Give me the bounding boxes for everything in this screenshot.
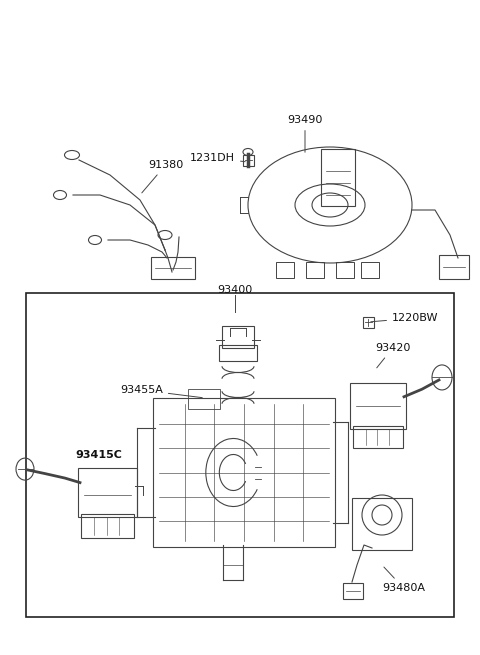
Text: 93490: 93490	[288, 115, 323, 152]
Text: 1231DH: 1231DH	[190, 153, 245, 163]
Text: 91380: 91380	[142, 160, 183, 193]
Text: 93455A: 93455A	[120, 385, 202, 398]
Text: 1220BW: 1220BW	[371, 313, 439, 323]
Text: 93415C: 93415C	[75, 450, 122, 460]
Text: 93400: 93400	[217, 285, 252, 295]
Text: 93480A: 93480A	[382, 567, 425, 593]
Text: 93420: 93420	[375, 343, 410, 368]
